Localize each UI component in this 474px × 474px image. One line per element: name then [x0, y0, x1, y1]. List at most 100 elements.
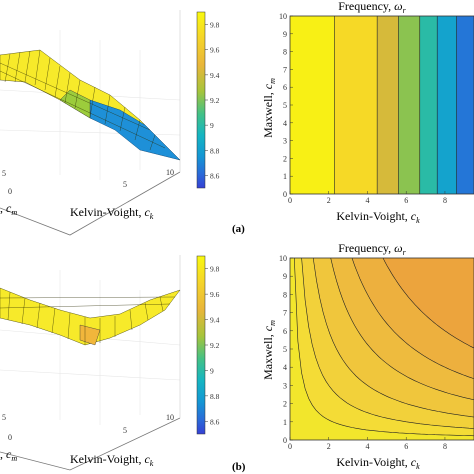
contour-a-bands — [290, 16, 474, 194]
colorbar-ticklabel: 9.4 — [210, 316, 220, 325]
colorbar-ticklabel: 9 — [210, 366, 214, 375]
surface-a-xticklabel-1: 10 — [166, 168, 174, 177]
contour-a-title: Frequency, — [338, 0, 394, 13]
contour-yticklabel: 3 — [283, 137, 287, 146]
contour-yticklabel: 3 — [283, 381, 287, 390]
contour-a-title-sub: r — [403, 6, 407, 15]
contour-band — [419, 16, 438, 194]
svg-text:Kelvin-Voight, ck: Kelvin-Voight, ck — [70, 452, 154, 468]
contour-xticklabel: 8 — [443, 442, 447, 451]
colorbar-ticklabel: 9.8 — [210, 21, 220, 30]
contour-xticklabel: 2 — [327, 196, 331, 205]
contour-a-xlabel: Kelvin-Voight, — [336, 209, 410, 223]
contour-line — [301, 258, 474, 429]
svg-text:Maxwell, cm: Maxwell, cm — [261, 320, 277, 380]
contour-yticklabel: 10 — [279, 12, 287, 21]
contour-yticklabel: 2 — [283, 400, 287, 409]
contour-b-title-symbol: ω — [394, 241, 402, 255]
panel-a-tag: (a) — [232, 223, 245, 235]
contour-band — [377, 16, 399, 194]
svg-text:Frequency, ωr: Frequency, ωr — [338, 241, 406, 257]
colorbar-ticklabel: 8.6 — [210, 417, 220, 426]
contour-yticklabel: 1 — [283, 172, 287, 181]
contour-a-title-symbol: ω — [394, 0, 402, 13]
panel-a: 5 0 5 10 , cm Kelvin-Voight, ck 9.89.69.… — [0, 0, 474, 236]
contour-yticklabel: 1 — [283, 418, 287, 427]
contour-band — [334, 16, 378, 194]
colorbar-b-ticks: 9.8 9.6 9.4 9.2 9 8.8 8.6 — [205, 265, 220, 426]
contour-yticklabel: 9 — [283, 272, 287, 281]
surface-a-ylabel-sub: m — [11, 208, 17, 217]
colorbar-ticklabel: 9.6 — [210, 46, 220, 55]
contour-b-ylabel-sub: m — [268, 320, 277, 326]
svg-text:, cm: , cm — [0, 447, 17, 463]
surface-b-xlabel-sub: k — [150, 459, 154, 468]
colorbar-ticklabel: 8.6 — [210, 171, 220, 180]
contour-b-ylabel-symbol: c — [261, 325, 275, 331]
surface-b-yticklabel-1: 0 — [8, 433, 12, 442]
contour-yticklabel: 5 — [283, 101, 287, 110]
contour-band — [398, 16, 420, 194]
contour-yticklabel: 2 — [283, 154, 287, 163]
surface-a-yticklabel-0: 5 — [2, 169, 6, 178]
contour-a-xlabel-sub: k — [416, 216, 420, 225]
colorbar-ticklabel: 8.8 — [210, 392, 220, 401]
contour-xticklabel: 4 — [365, 442, 369, 451]
contour-b-xlabel: Kelvin-Voight, — [336, 455, 410, 469]
surface-b-ylabel-prefix: , — [0, 447, 6, 461]
contour-yticklabel: 6 — [283, 83, 287, 92]
contour-yticklabel: 10 — [279, 254, 287, 263]
contour-xticklabel: 2 — [327, 442, 331, 451]
svg-text:Kelvin-Voight, ck: Kelvin-Voight, ck — [336, 209, 420, 225]
colorbar-a: 9.8 9.6 9.4 9.2 9 8.8 8.6 — [196, 11, 220, 189]
colorbar-ticklabel: 9.8 — [210, 265, 220, 274]
surface-a-xlabel-sub: k — [150, 212, 154, 221]
colorbar-a-ticks: 9.8 9.6 9.4 9.2 9 8.8 8.6 — [205, 21, 220, 180]
surface-plot-b: 5 0 5 10 , cm Kelvin-Voight, ck — [0, 255, 181, 471]
svg-text:, cm: , cm — [0, 201, 17, 217]
panel-b-tag: (b) — [232, 461, 246, 473]
contour-line — [294, 258, 474, 437]
svg-text:Kelvin-Voight, ck: Kelvin-Voight, ck — [70, 205, 154, 221]
contour-xticklabel: 0 — [288, 442, 292, 451]
svg-text:Frequency, ωr: Frequency, ωr — [338, 0, 406, 15]
contour-line — [351, 258, 474, 380]
contour-line — [312, 258, 474, 418]
contour-yticklabel: 4 — [283, 119, 287, 128]
contour-xticklabel: 6 — [404, 196, 408, 205]
contour-b-title-sub: r — [403, 248, 407, 257]
contour-a-xlabel-symbol: c — [411, 209, 417, 223]
contour-band — [383, 258, 474, 349]
contour-a-ylabel-symbol: c — [261, 83, 275, 89]
surface-a-xlabel: Kelvin-Voight, — [70, 205, 144, 219]
surface-plot-a: 5 0 5 10 , cm Kelvin-Voight, ck — [0, 0, 181, 236]
surface-b-xlabel: Kelvin-Voight, — [70, 452, 144, 466]
contour-b-xlabel-symbol: c — [411, 455, 417, 469]
contour-xticklabel: 8 — [443, 196, 447, 205]
contour-xticklabel: 6 — [404, 442, 408, 451]
colorbar-ticklabel: 9.2 — [210, 96, 220, 105]
surface-b-ylabel-sub: m — [11, 454, 17, 463]
contour-b-clip — [290, 258, 474, 440]
contour-band — [456, 16, 474, 194]
contour-a-ylabel-sub: m — [268, 78, 277, 84]
contour-b-bands — [290, 258, 474, 440]
panel-b: 5 0 5 10 , cm Kelvin-Voight, ck 9.89.69.… — [0, 241, 474, 473]
contour-yticklabel: 4 — [283, 363, 287, 372]
colorbar-ticklabel: 9.2 — [210, 341, 220, 350]
contour-band — [290, 16, 335, 194]
contour-b-title: Frequency, — [338, 241, 394, 255]
contour-band — [437, 16, 457, 194]
contour-yticklabel: 8 — [283, 290, 287, 299]
colorbar-ticklabel: 9.6 — [210, 290, 220, 299]
surface-b-xticklabel-0: 5 — [123, 426, 127, 435]
contour-xticklabel: 4 — [365, 196, 369, 205]
surface-a-xticklabel-0: 5 — [123, 180, 127, 189]
colorbar-ticklabel: 8.8 — [210, 146, 220, 155]
surface-a-yticklabel-1: 0 — [8, 187, 12, 196]
surface-a-ylabel-prefix: , — [0, 201, 6, 215]
